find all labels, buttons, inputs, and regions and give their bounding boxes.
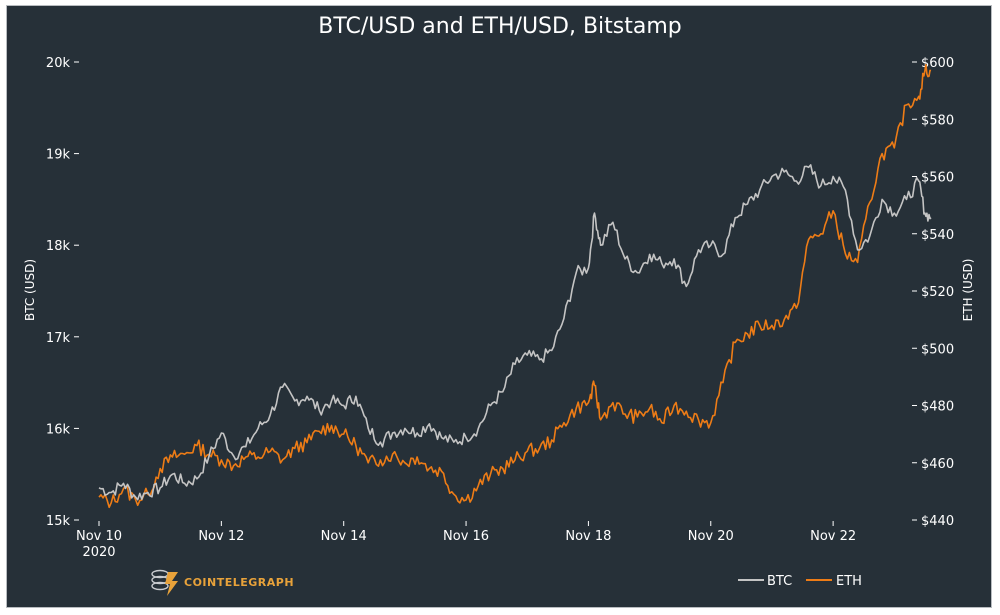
right-axis: $600 $580 $560 $540 $520 $500 $480 $460 $440: [912, 56, 954, 529]
y-tick-label-right: $520: [921, 285, 954, 300]
x-tick-label: Nov 10: [76, 529, 122, 544]
series-line-btc: [98, 164, 932, 501]
y-tick-label-right: $580: [921, 113, 954, 128]
x-tick-label: Nov 12: [198, 529, 244, 544]
y-tick-label-right: $600: [921, 56, 954, 71]
x-tick-label: Nov 22: [810, 529, 856, 544]
coins-icon: [151, 569, 178, 596]
legend: BTC ETH: [738, 574, 862, 589]
y-tick-label-left: 20k: [46, 56, 71, 71]
x-tick-label: Nov 16: [443, 529, 489, 544]
y-tick-label-right: $560: [921, 171, 954, 186]
y-tick-label-right: $440: [921, 514, 954, 529]
y-tick-label-right: $500: [921, 342, 954, 357]
chart-frame: [6, 5, 992, 608]
y-axis-label-right: ETH (USD): [961, 259, 975, 322]
cointelegraph-logo: COINTELEGRAPH: [151, 569, 294, 596]
y-tick-label-left: 16k: [46, 422, 71, 437]
x-tick-label: Nov 20: [688, 529, 734, 544]
x-tick-year-label: 2020: [82, 545, 115, 560]
y-tick-label-left: 15k: [46, 514, 71, 529]
x-tick-label: Nov 14: [321, 529, 367, 544]
y-tick-label-right: $540: [921, 228, 954, 243]
series-line-eth: [98, 64, 932, 509]
y-axis-label-left: BTC (USD): [23, 259, 37, 321]
y-tick-label-left: 18k: [46, 239, 71, 254]
y-tick-label-right: $460: [921, 457, 954, 472]
left-axis: 20k 19k 18k 17k 16k 15k: [46, 56, 79, 529]
y-tick-label-left: 19k: [46, 148, 71, 163]
y-tick-label-right: $480: [921, 400, 954, 415]
y-tick-label-left: 17k: [46, 331, 71, 346]
chart-title: BTC/USD and ETH/USD, Bitstamp: [318, 14, 681, 39]
brand-name: COINTELEGRAPH: [184, 576, 294, 589]
legend-label-eth: ETH: [836, 574, 862, 589]
x-tick-label: Nov 18: [565, 529, 611, 544]
legend-label-btc: BTC: [767, 574, 792, 589]
